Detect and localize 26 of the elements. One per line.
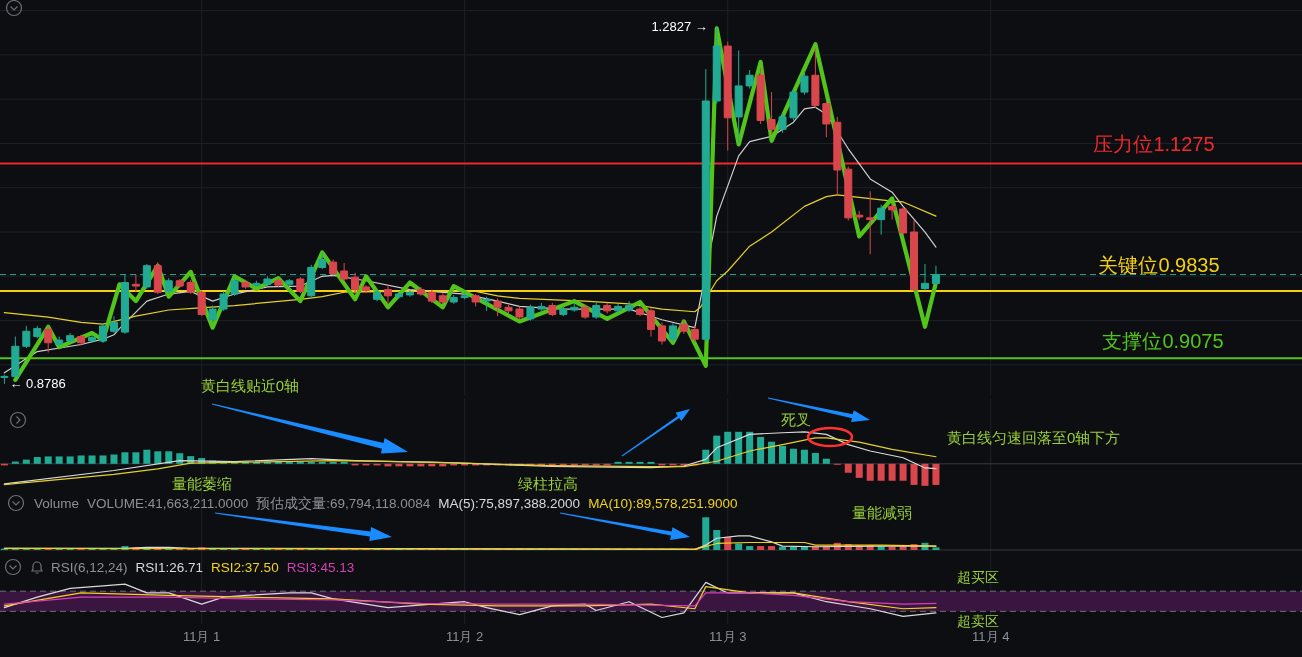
annotation: 量能减弱 — [852, 504, 912, 521]
annotation: 绿柱拉高 — [518, 475, 578, 492]
series-label: RSI1:26.71 — [135, 560, 204, 575]
ref-line-label: 超买区 — [957, 569, 999, 586]
ref-line-label: 超卖区 — [957, 613, 999, 630]
x-tick-label: 11月 1 — [182, 629, 221, 644]
annotation: 1.2827 → — [651, 18, 708, 34]
ref-line-label: 支撑位0.9075 — [1102, 330, 1224, 353]
text: MA(10):89,578,251.9000 — [588, 496, 738, 511]
annotation: 黄白线匀速回落至0轴下方 — [947, 429, 1121, 446]
text: VOLUME:41,663,211.0000 — [87, 496, 249, 511]
x-tick-label: 11月 4 — [972, 629, 1010, 644]
series-label: RSI2:37.50 — [211, 560, 279, 575]
annotation: 量能萎缩 — [172, 475, 232, 492]
text: 预估成交量:69,794,118.0084 — [256, 496, 431, 511]
ref-line-label: 关键位0.9835 — [1098, 253, 1220, 276]
x-tick-label: 11月 3 — [709, 629, 747, 644]
series-label: RSI3:45.13 — [286, 560, 355, 575]
text: MA(5):75,897,388.2000 — [438, 496, 581, 511]
chart-title: Volume — [34, 496, 80, 511]
x-tick-label: 11月 2 — [446, 629, 484, 644]
annotation: 黄白线贴近0轴 — [200, 377, 300, 394]
annotation: ← 0.8786 — [9, 375, 66, 391]
chart-title: RSI(6,12,24) — [51, 560, 128, 575]
ref-line-label: 压力位1.1275 — [1093, 133, 1215, 156]
text: 死叉 — [781, 411, 811, 428]
